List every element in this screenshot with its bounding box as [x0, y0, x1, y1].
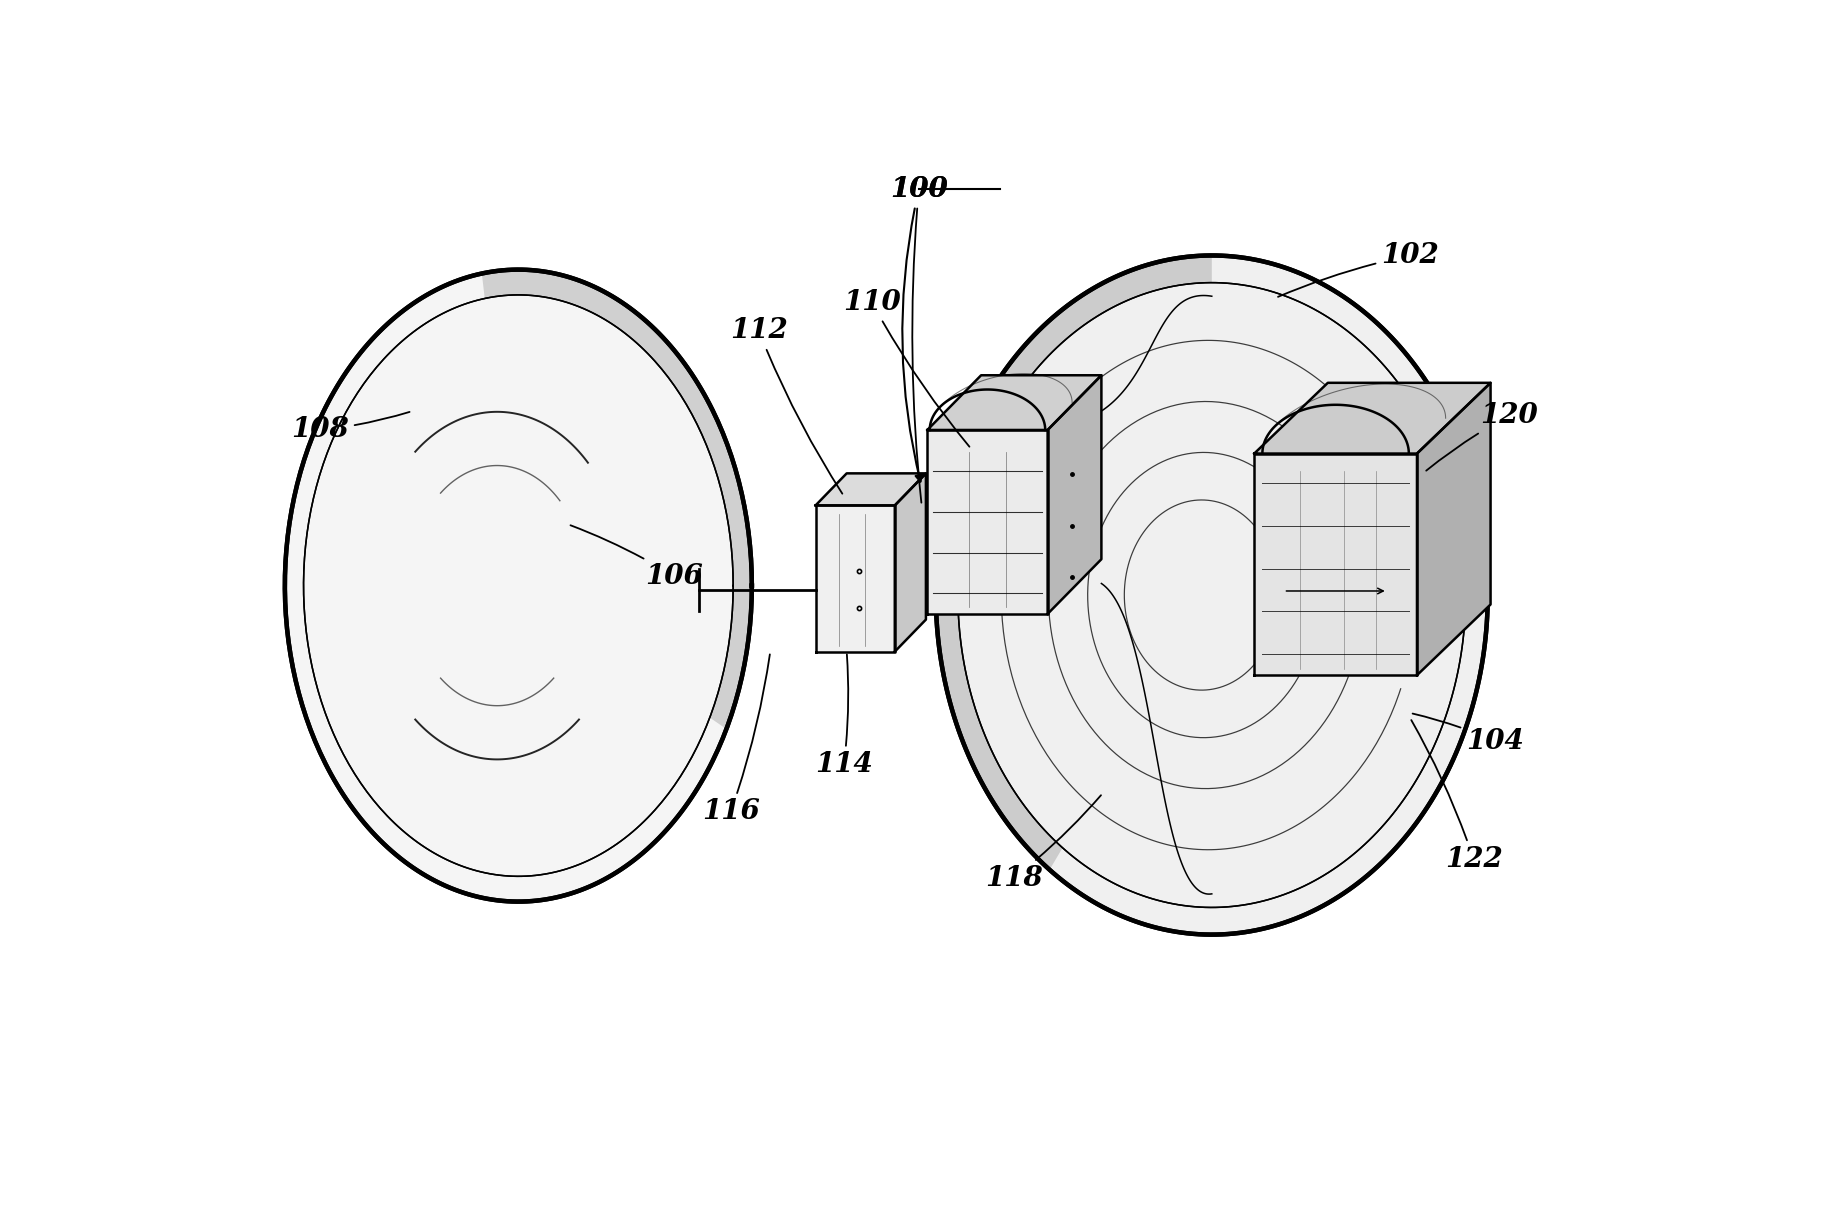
Polygon shape [816, 473, 926, 506]
Polygon shape [816, 506, 895, 652]
Polygon shape [285, 270, 752, 902]
Polygon shape [937, 256, 1212, 870]
Polygon shape [1254, 382, 1490, 453]
Polygon shape [928, 430, 1048, 614]
Text: 108: 108 [292, 412, 409, 443]
Text: 120: 120 [1426, 402, 1537, 470]
Text: 100: 100 [889, 176, 948, 502]
Text: 114: 114 [814, 654, 873, 778]
Polygon shape [928, 375, 1101, 430]
Text: 112: 112 [730, 317, 842, 494]
Text: 118: 118 [984, 795, 1101, 892]
Polygon shape [482, 270, 752, 729]
Text: 122: 122 [1411, 720, 1503, 872]
Polygon shape [937, 256, 1488, 935]
Polygon shape [1417, 382, 1490, 675]
Polygon shape [895, 473, 926, 652]
Text: 116: 116 [701, 654, 771, 826]
Text: 102: 102 [1278, 243, 1439, 296]
Text: 104: 104 [1413, 714, 1523, 755]
Text: 100: 100 [889, 176, 948, 481]
Text: 106: 106 [570, 526, 703, 589]
Polygon shape [1048, 375, 1101, 614]
Text: 110: 110 [844, 289, 970, 447]
Polygon shape [1254, 453, 1417, 675]
